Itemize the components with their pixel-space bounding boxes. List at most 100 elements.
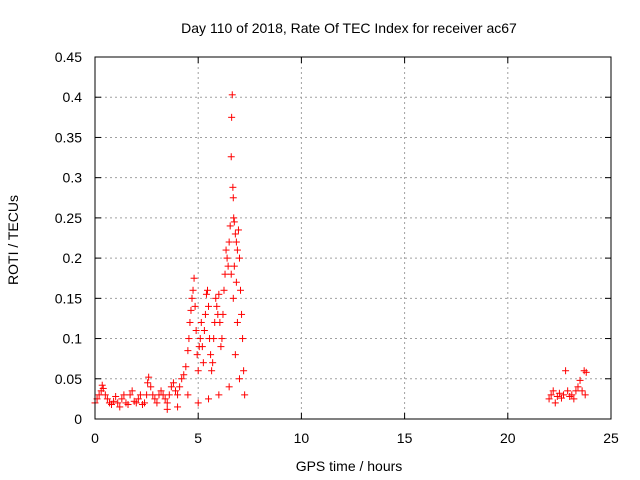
data-point — [116, 403, 124, 411]
data-point — [229, 194, 237, 202]
data-point — [215, 290, 223, 298]
data-point — [228, 91, 236, 99]
y-tick-label: 0.35 — [55, 129, 82, 145]
data-point — [193, 351, 201, 359]
data-point — [178, 375, 186, 383]
data-point — [182, 363, 190, 371]
data-point — [95, 391, 103, 399]
data-point — [159, 391, 167, 399]
data-point — [205, 395, 213, 403]
data-point — [222, 246, 230, 254]
data-point — [124, 401, 132, 409]
data-point — [578, 387, 586, 395]
data-point — [228, 113, 236, 121]
data-point — [205, 302, 213, 310]
data-point — [194, 367, 202, 375]
data-point — [207, 351, 215, 359]
x-tick-label: 25 — [603, 430, 619, 446]
data-point — [230, 214, 238, 222]
data-point — [210, 335, 218, 343]
data-point — [241, 391, 249, 399]
data-point — [224, 262, 232, 270]
data-point — [231, 230, 239, 238]
data-point — [225, 383, 233, 391]
data-point — [233, 246, 241, 254]
data-point — [194, 399, 202, 407]
data-point — [549, 387, 557, 395]
data-point — [226, 222, 234, 230]
data-point — [229, 294, 237, 302]
data-point — [136, 391, 144, 399]
data-point — [163, 399, 171, 407]
data-point — [151, 395, 159, 403]
data-point — [196, 335, 204, 343]
y-tick-label: 0 — [74, 411, 82, 427]
x-tick-label: 5 — [194, 430, 202, 446]
data-point — [234, 226, 242, 234]
data-point — [200, 327, 208, 335]
data-point — [147, 383, 155, 391]
y-tick-label: 0.45 — [55, 49, 82, 65]
data-point — [233, 318, 241, 326]
data-point — [201, 310, 209, 318]
data-point — [161, 395, 169, 403]
data-point — [582, 368, 590, 376]
data-point — [212, 294, 220, 302]
data-point — [103, 395, 111, 403]
x-tick-label: 20 — [500, 430, 516, 446]
y-tick-label: 0.15 — [55, 290, 82, 306]
data-point — [238, 310, 246, 318]
data-point — [184, 391, 192, 399]
y-tick-label: 0.2 — [63, 250, 83, 266]
y-tick-label: 0.25 — [55, 210, 82, 226]
data-point — [232, 238, 240, 246]
data-point — [221, 270, 229, 278]
x-axis-label: GPS time / hours — [296, 458, 403, 474]
data-point — [98, 381, 106, 389]
data-point — [202, 290, 210, 298]
data-point — [128, 387, 136, 395]
data-point — [547, 391, 555, 399]
data-point — [118, 395, 126, 403]
data-point — [149, 391, 157, 399]
data-point — [235, 375, 243, 383]
axis-ticks: 0 5 10 15 20 25 0 0.05 0.1 0.15 0.2 0.25 0.3 0.35 0.4 0… — [55, 49, 619, 446]
data-point — [197, 318, 205, 326]
data-point — [167, 383, 175, 391]
data-point — [227, 153, 235, 161]
data-point — [199, 359, 207, 367]
data-point — [126, 391, 134, 399]
data-point — [237, 286, 245, 294]
data-point — [232, 278, 240, 286]
data-point — [191, 302, 199, 310]
data-point — [174, 391, 182, 399]
data-point — [144, 379, 152, 387]
y-axis-label: ROTI / TECUs — [5, 195, 21, 285]
plot-frame — [94, 56, 612, 420]
data-point — [186, 318, 194, 326]
y-tick-label: 0.3 — [63, 170, 83, 186]
data-point — [171, 387, 179, 395]
data-point — [220, 286, 228, 294]
data-point — [581, 391, 589, 399]
data-point — [235, 254, 243, 262]
data-point — [188, 294, 196, 302]
data-point — [134, 395, 142, 403]
data-point — [99, 384, 107, 392]
data-point — [227, 270, 235, 278]
data-point — [545, 395, 553, 403]
data-point — [198, 343, 206, 351]
data-point — [230, 218, 238, 226]
y-tick-label: 0.05 — [55, 371, 82, 387]
data-point — [101, 391, 109, 399]
data-point — [141, 399, 149, 407]
chart-title: Day 110 of 2018, Rate Of TEC Index for r… — [181, 20, 517, 36]
data-point — [576, 376, 584, 384]
data-point — [568, 391, 576, 399]
x-tick-label: 15 — [397, 430, 413, 446]
data-point — [189, 286, 197, 294]
data-point — [184, 347, 192, 355]
data-point — [145, 373, 153, 381]
data-point — [110, 397, 118, 405]
